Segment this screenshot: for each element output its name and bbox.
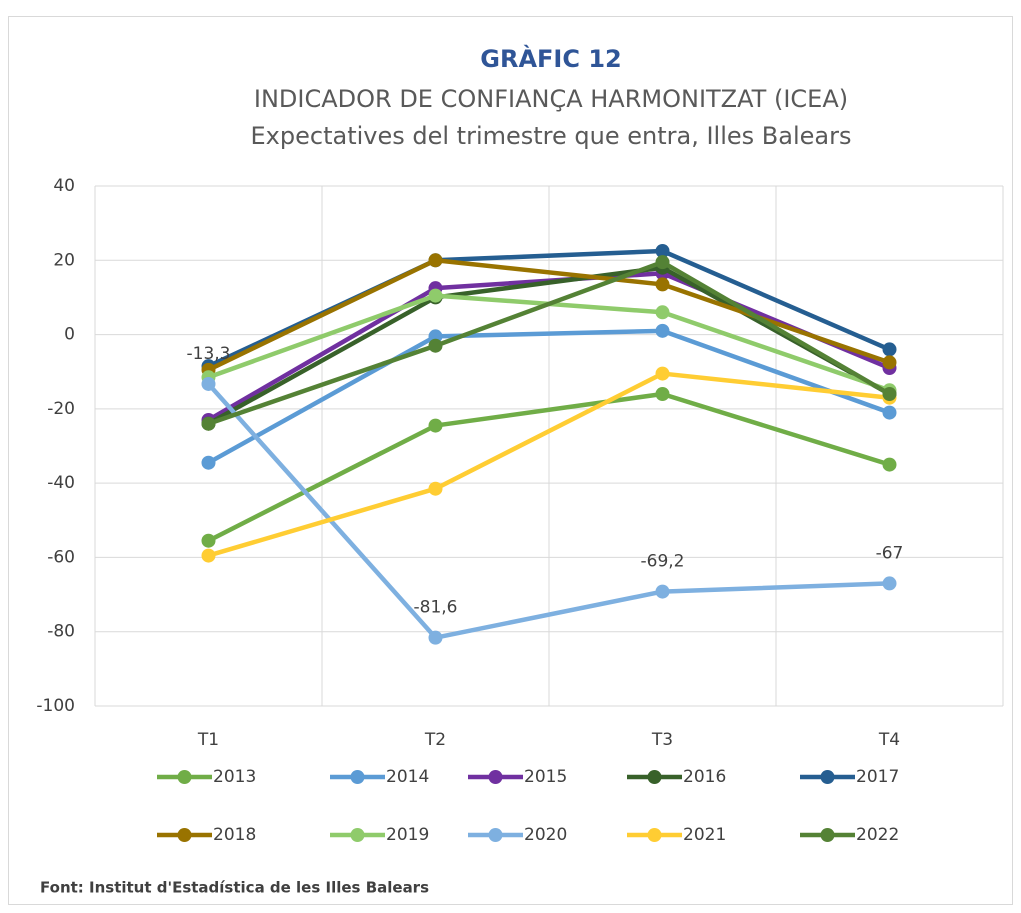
data-point (882, 457, 897, 472)
legend-marker (488, 770, 503, 784)
data-point (201, 548, 216, 563)
data-point (428, 481, 443, 496)
legend-label: 2022 (856, 825, 899, 845)
legend-label: 2018 (213, 825, 256, 845)
legend-label: 2020 (524, 825, 567, 845)
data-point (655, 366, 670, 381)
data-point (428, 288, 443, 303)
data-point (882, 342, 897, 357)
legend-marker (820, 770, 835, 784)
data-point (655, 277, 670, 292)
data-point (882, 355, 897, 370)
x-tick-label: T1 (197, 730, 219, 750)
y-tick-label: -60 (47, 547, 75, 567)
chart-subtitle: INDICADOR DE CONFIANÇA HARMONITZAT (ICEA… (254, 85, 848, 113)
y-tick-label: 40 (53, 176, 75, 196)
data-point (428, 253, 443, 268)
x-tick-label: T4 (878, 730, 900, 750)
data-point (655, 305, 670, 320)
series-line (207, 258, 891, 372)
legend-marker (647, 770, 662, 784)
data-point (655, 244, 670, 258)
x-tick-label: T3 (651, 730, 673, 750)
data-point (201, 533, 216, 548)
legend-marker (647, 828, 662, 842)
series-line (206, 382, 890, 640)
y-tick-label: -40 (47, 473, 75, 493)
y-tick-label: 20 (53, 250, 75, 270)
data-label: -67 (876, 543, 904, 563)
series-line (207, 391, 891, 543)
data-point (201, 455, 216, 470)
data-label: -13,3 (187, 344, 231, 364)
x-tick-label: T2 (424, 730, 446, 750)
legend-marker (350, 770, 365, 784)
chart-title: GRÀFIC 12 (480, 44, 621, 73)
series-line (207, 259, 891, 426)
data-point (655, 584, 670, 599)
data-point (428, 630, 443, 645)
data-point (882, 405, 897, 420)
data-label: -81,6 (414, 598, 458, 618)
data-point (428, 418, 443, 433)
data-point (882, 576, 897, 591)
legend-label: 2013 (213, 767, 256, 787)
legend-label: 2016 (683, 767, 726, 787)
data-label: -69,2 (641, 552, 685, 572)
data-point (201, 416, 216, 431)
data-point (655, 323, 670, 338)
data-point (201, 376, 216, 391)
legend-label: 2017 (856, 767, 899, 787)
series-line (207, 328, 891, 465)
chart-subtitle: Expectatives del trimestre que entra, Il… (251, 122, 852, 150)
y-tick-label: 0 (64, 325, 75, 345)
legend-label: 2019 (386, 825, 429, 845)
data-point (428, 338, 443, 353)
legend-marker (488, 828, 503, 842)
data-point (882, 387, 897, 401)
y-tick-label: -100 (36, 696, 75, 716)
series-line (207, 371, 890, 558)
chart-border (8, 16, 1013, 905)
series-line (207, 265, 891, 426)
legend-label: 2014 (386, 767, 429, 787)
data-point (655, 255, 670, 270)
legend-marker (177, 770, 192, 784)
source-note: Font: Institut d'Estadística de les Ille… (40, 879, 429, 897)
y-tick-label: -20 (47, 399, 75, 419)
y-tick-label: -80 (47, 622, 75, 642)
legend-marker (177, 828, 192, 842)
data-point (655, 387, 670, 401)
legend-marker (350, 828, 365, 842)
legend-label: 2015 (524, 767, 567, 787)
legend-label: 2021 (683, 825, 726, 845)
legend-marker (820, 828, 835, 842)
